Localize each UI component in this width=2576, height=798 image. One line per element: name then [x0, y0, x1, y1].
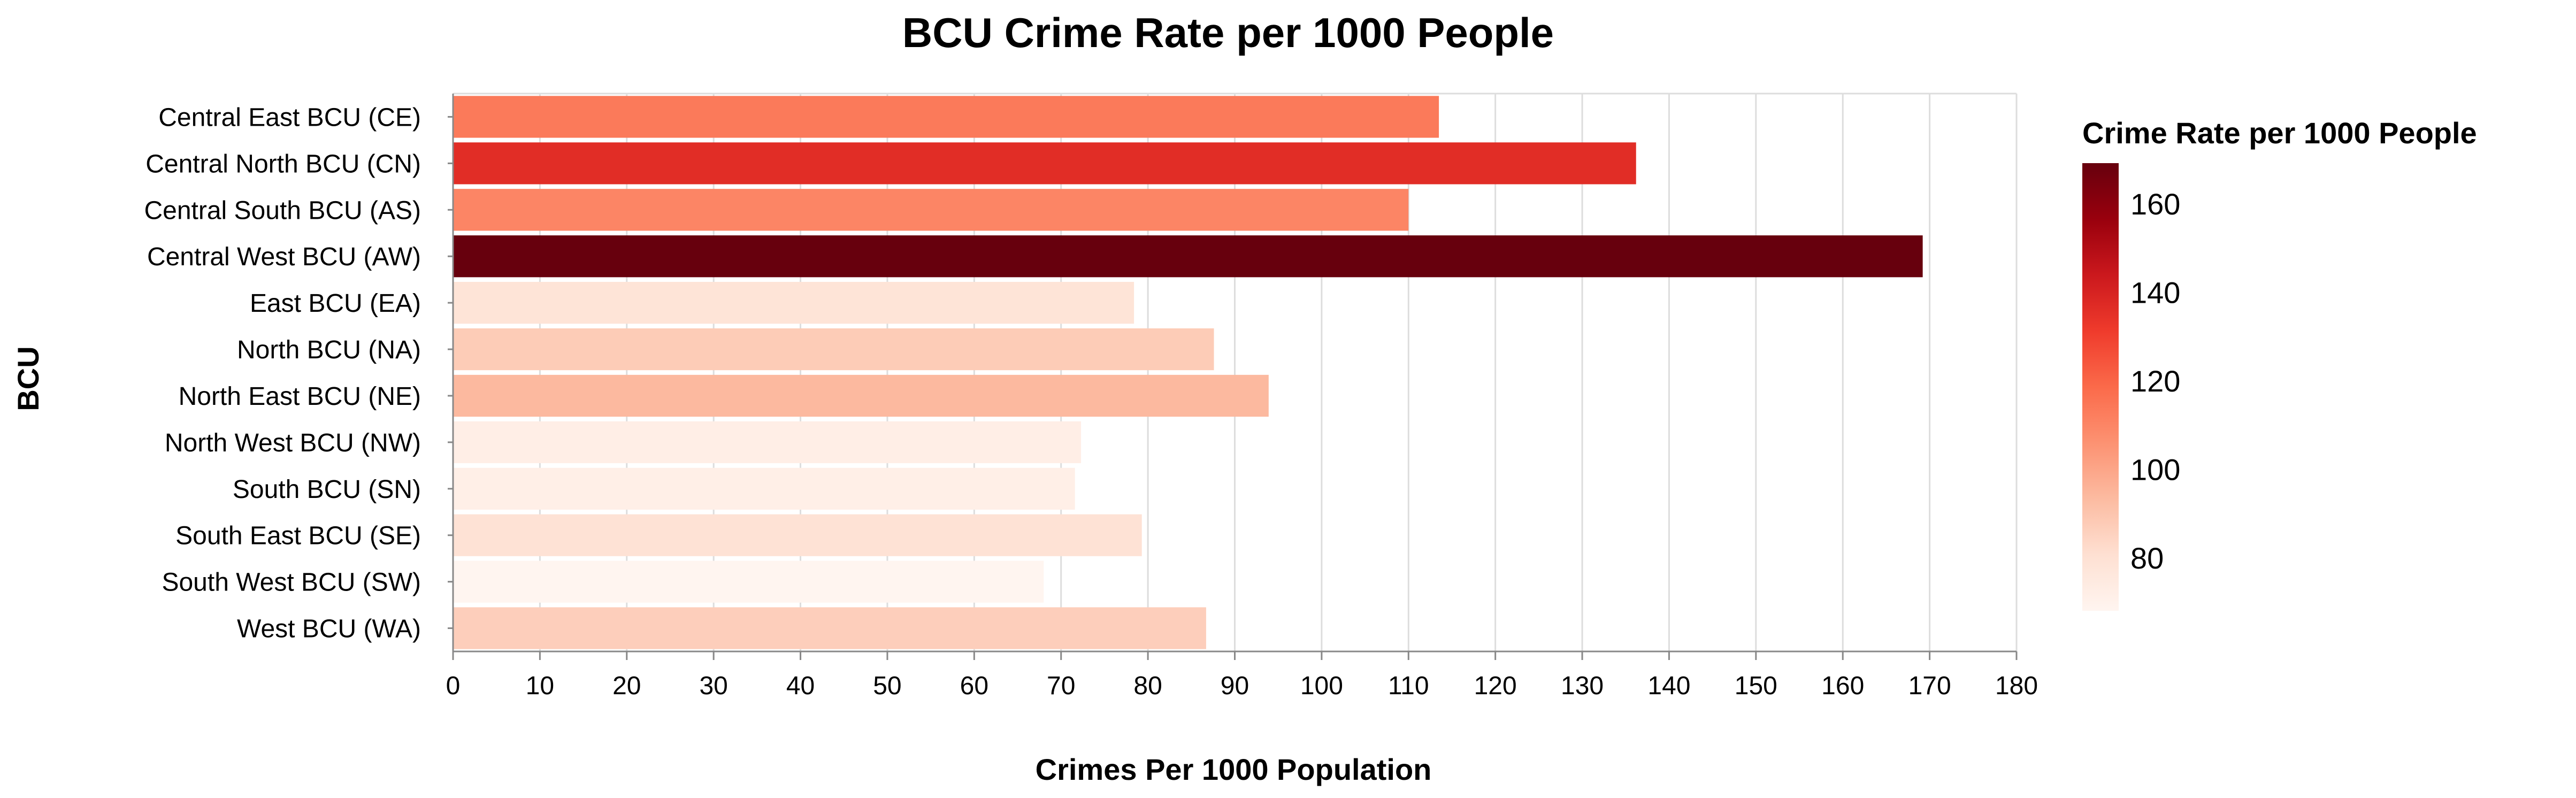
x-tick-label: 80 [1133, 672, 1162, 700]
category-label: East BCU (EA) [250, 289, 421, 318]
x-tick-label: 140 [1647, 672, 1690, 700]
category-label: South West BCU (SW) [162, 569, 421, 597]
grid-lines [452, 93, 2018, 651]
bar [453, 96, 1439, 138]
category-label: Central East BCU (CE) [158, 103, 421, 132]
bar [453, 189, 1409, 231]
bar [453, 514, 1142, 556]
legend-title: Crime Rate per 1000 People [2082, 116, 2477, 150]
category-label: Central North BCU (CN) [145, 150, 421, 178]
x-axis: 0 10 20 30 40 50 60 70 80 90 100 110 120 130 140 150 160… [446, 650, 2038, 700]
bar [453, 328, 1214, 371]
x-tick-label: 110 [1388, 672, 1429, 700]
y-axis-title: BCU [11, 346, 45, 411]
category-label: North West BCU (NW) [165, 429, 421, 457]
bar [453, 235, 1923, 278]
bar [453, 282, 1134, 324]
bar [453, 142, 1636, 185]
legend-tick-label: 80 [2130, 541, 2164, 575]
category-label: Central West BCU (AW) [147, 243, 421, 271]
category-label: Central South BCU (AS) [144, 196, 421, 225]
category-label: North BCU (NA) [237, 336, 421, 364]
bar [453, 467, 1075, 510]
x-tick-label: 30 [699, 672, 727, 700]
x-tick-label: 180 [1995, 672, 2038, 700]
x-tick-label: 170 [1908, 672, 1951, 700]
color-legend: Crime Rate per 1000 People 80 100 120 140 16… [2082, 116, 2477, 611]
x-tick-label: 120 [1474, 672, 1517, 700]
chart-title: BCU Crime Rate per 1000 People [902, 9, 1554, 56]
legend-tick-label: 160 [2130, 187, 2180, 221]
legend-color-bar [2082, 163, 2119, 611]
bar [453, 374, 1269, 417]
bars [453, 96, 1923, 649]
x-tick-label: 50 [873, 672, 901, 700]
bar [453, 607, 1206, 649]
category-labels: Central East BCU (CE) Central North BCU (… [144, 94, 454, 651]
x-tick-label: 160 [1821, 672, 1864, 700]
legend-tick-label: 120 [2130, 364, 2180, 398]
x-tick-label: 10 [526, 672, 554, 700]
x-tick-label: 130 [1561, 672, 1604, 700]
category-label: North East BCU (NE) [179, 382, 421, 411]
legend-tick-label: 140 [2130, 276, 2180, 310]
category-label: South East BCU (SE) [175, 522, 421, 550]
bar [453, 421, 1082, 463]
category-label: South BCU (SN) [233, 475, 421, 504]
x-tick-label: 60 [960, 672, 988, 700]
x-tick-label: 70 [1047, 672, 1075, 700]
legend-tick-label: 100 [2130, 452, 2180, 486]
x-tick-label: 20 [612, 672, 641, 700]
x-tick-label: 90 [1221, 672, 1249, 700]
x-tick-label: 40 [786, 672, 815, 700]
x-tick-label: 150 [1735, 672, 1777, 700]
x-tick-label: 100 [1300, 672, 1343, 700]
bar [453, 561, 1044, 603]
category-label: West BCU (WA) [237, 615, 421, 643]
x-tick-label: 0 [446, 672, 461, 700]
x-axis-title: Crimes Per 1000 Population [1036, 753, 1432, 786]
